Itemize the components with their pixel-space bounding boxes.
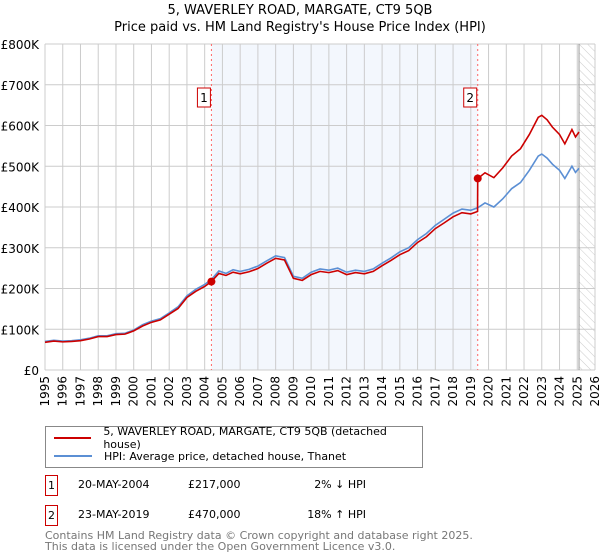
x-tick-label: 2010	[304, 376, 318, 407]
x-tick-label: 2014	[375, 376, 389, 407]
x-tick-label: 1995	[38, 376, 52, 407]
legend: 5, WAVERLEY ROAD, MARGATE, CT9 5QB (deta…	[45, 425, 423, 468]
x-tick-label: 2003	[180, 376, 194, 407]
x-tick-label: 2002	[162, 376, 176, 407]
y-tick-label: £300K	[1, 242, 41, 256]
sale-label-box	[196, 87, 211, 108]
x-tick-label: 2008	[269, 376, 283, 407]
x-tick-label: 2020	[482, 376, 496, 407]
legend-item-property: 5, WAVERLEY ROAD, MARGATE, CT9 5QB (deta…	[54, 425, 422, 451]
sale-point	[473, 174, 482, 183]
x-tick-label: 1996	[56, 376, 70, 407]
y-tick-label: £600K	[1, 120, 41, 134]
x-tick-label: 2017	[428, 376, 442, 407]
x-tick-label: 2024	[553, 376, 567, 407]
x-tick-label: 2025	[570, 376, 584, 407]
x-tick-label: 2023	[535, 376, 549, 407]
x-tick-label: 2019	[464, 376, 478, 407]
legend-label-hpi: HPI: Average price, detached house, Than…	[104, 449, 347, 463]
x-tick-label: 2006	[233, 376, 247, 407]
x-tick-label: 2012	[340, 376, 354, 407]
x-tick-label: 2005	[215, 376, 229, 407]
sale-hpi-diff: 18% ↑ HPI	[307, 508, 366, 521]
y-tick-label: £400K	[1, 201, 41, 215]
x-tick-label: 2015	[393, 376, 407, 407]
x-tick-label: 2007	[251, 376, 265, 407]
legend-label-property: 5, WAVERLEY ROAD, MARGATE, CT9 5QB (deta…	[103, 425, 387, 451]
y-tick-label: £500K	[1, 160, 41, 174]
footer-line-1: Contains HM Land Registry data © Crown c…	[45, 529, 473, 542]
footer-line-2: This data is licensed under the Open Gov…	[45, 540, 396, 553]
sale-price: £217,000	[188, 478, 241, 491]
x-tick-label: 1999	[109, 376, 123, 407]
x-tick-label: 2018	[446, 376, 460, 407]
x-tick-label: 2001	[144, 376, 158, 407]
x-tick-label: 2021	[499, 376, 513, 407]
sale-date: 20-MAY-2004	[78, 478, 150, 491]
sale-point	[207, 277, 216, 286]
x-tick-label: 1997	[73, 376, 87, 407]
x-tick-label: 2004	[198, 376, 212, 407]
sale-date: 23-MAY-2019	[78, 508, 150, 521]
sale-row: 1 20-MAY-2004 £217,000 2% ↓ HPI	[45, 475, 445, 496]
sale-hpi-diff: 2% ↓ HPI	[314, 478, 366, 491]
sale-label-box	[463, 87, 478, 108]
x-tick-label: 2011	[322, 376, 336, 407]
y-tick-label: £0	[24, 364, 39, 378]
sale-label: 1	[200, 91, 208, 105]
chart-subtitle: Price paid vs. HM Land Registry's House …	[114, 20, 486, 35]
sale-badge: 1	[45, 475, 58, 496]
red-line-swatch	[54, 437, 92, 439]
sale-badge: 2	[45, 505, 58, 526]
sale-label: 2	[466, 91, 474, 105]
y-tick-label: £100K	[1, 323, 41, 337]
x-tick-label: 1998	[91, 376, 105, 407]
y-tick-label: £800K	[1, 38, 41, 52]
property-price-line	[44, 114, 580, 344]
y-tick-label: £200K	[1, 283, 41, 297]
footer-note: Contains HM Land Registry data © Crown c…	[45, 530, 473, 552]
x-tick-label: 2016	[411, 376, 425, 407]
y-tick-label: £700K	[1, 79, 41, 93]
legend-item-hpi: HPI: Average price, detached house, Than…	[54, 448, 346, 464]
sale-row: 2 23-MAY-2019 £470,000 18% ↑ HPI	[45, 505, 445, 526]
sale-price: £470,000	[188, 508, 241, 521]
hpi-line	[44, 153, 580, 343]
x-tick-label: 2026	[588, 376, 600, 407]
price-chart: £0 £100K £200K £300K £400K £500K £600K £700K £80…	[1, 38, 600, 407]
x-tick-label: 2000	[127, 376, 141, 407]
blue-line-swatch	[54, 455, 92, 457]
x-tick-label: 2013	[357, 376, 371, 407]
x-tick-label: 2009	[286, 376, 300, 407]
chart-title: 5, WAVERLEY ROAD, MARGATE, CT9 5QB	[167, 3, 433, 18]
x-tick-label: 2022	[517, 376, 531, 407]
